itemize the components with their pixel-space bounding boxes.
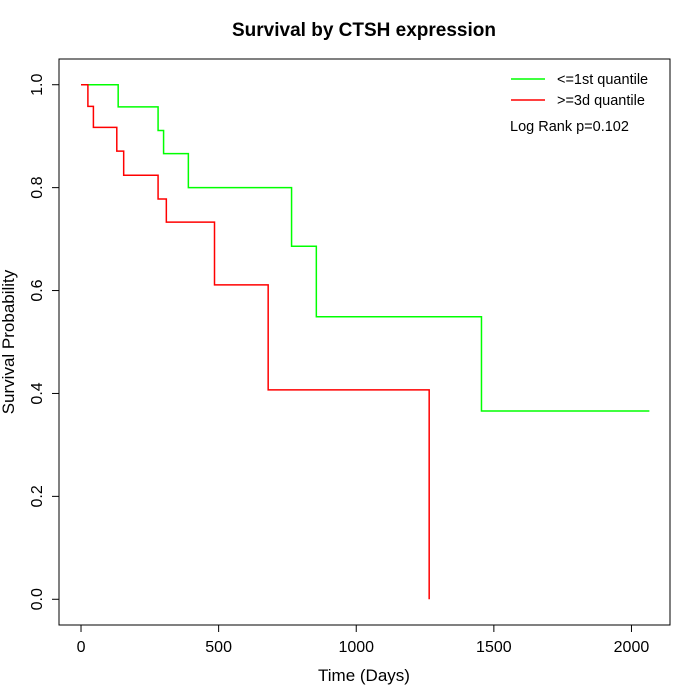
y-tick-label: 0.0	[29, 588, 46, 610]
log-rank-annotation: Log Rank p=0.102	[510, 119, 629, 135]
x-tick-label: 500	[205, 639, 232, 656]
legend: <=1st quantile >=3d quantile Log Rank p=…	[510, 72, 648, 135]
chart-title: Survival by CTSH expression	[232, 20, 496, 41]
legend-label-low: <=1st quantile	[557, 72, 648, 88]
series-line-low-quantile	[81, 83, 650, 412]
x-tick-label: 1500	[476, 639, 512, 656]
x-axis: 0 500 1000 1500 2000	[77, 624, 650, 656]
legend-label-high: >=3d quantile	[557, 93, 645, 109]
y-tick-label: 0.6	[29, 279, 46, 301]
x-tick-label: 0	[77, 639, 86, 656]
y-axis-label: Survival Probability	[0, 269, 18, 414]
x-tick-label: 1000	[338, 639, 374, 656]
series-line-high-quantile	[81, 83, 430, 600]
series-layer	[81, 83, 650, 600]
y-tick-label: 0.4	[29, 382, 46, 404]
x-tick-label: 2000	[614, 639, 650, 656]
y-tick-label: 0.2	[29, 485, 46, 507]
y-tick-label: 1.0	[29, 74, 46, 96]
x-axis-label: Time (Days)	[318, 666, 410, 685]
y-tick-label: 0.8	[29, 176, 46, 198]
y-axis: 0.0 0.2 0.4 0.6 0.8 1.0	[29, 74, 60, 610]
